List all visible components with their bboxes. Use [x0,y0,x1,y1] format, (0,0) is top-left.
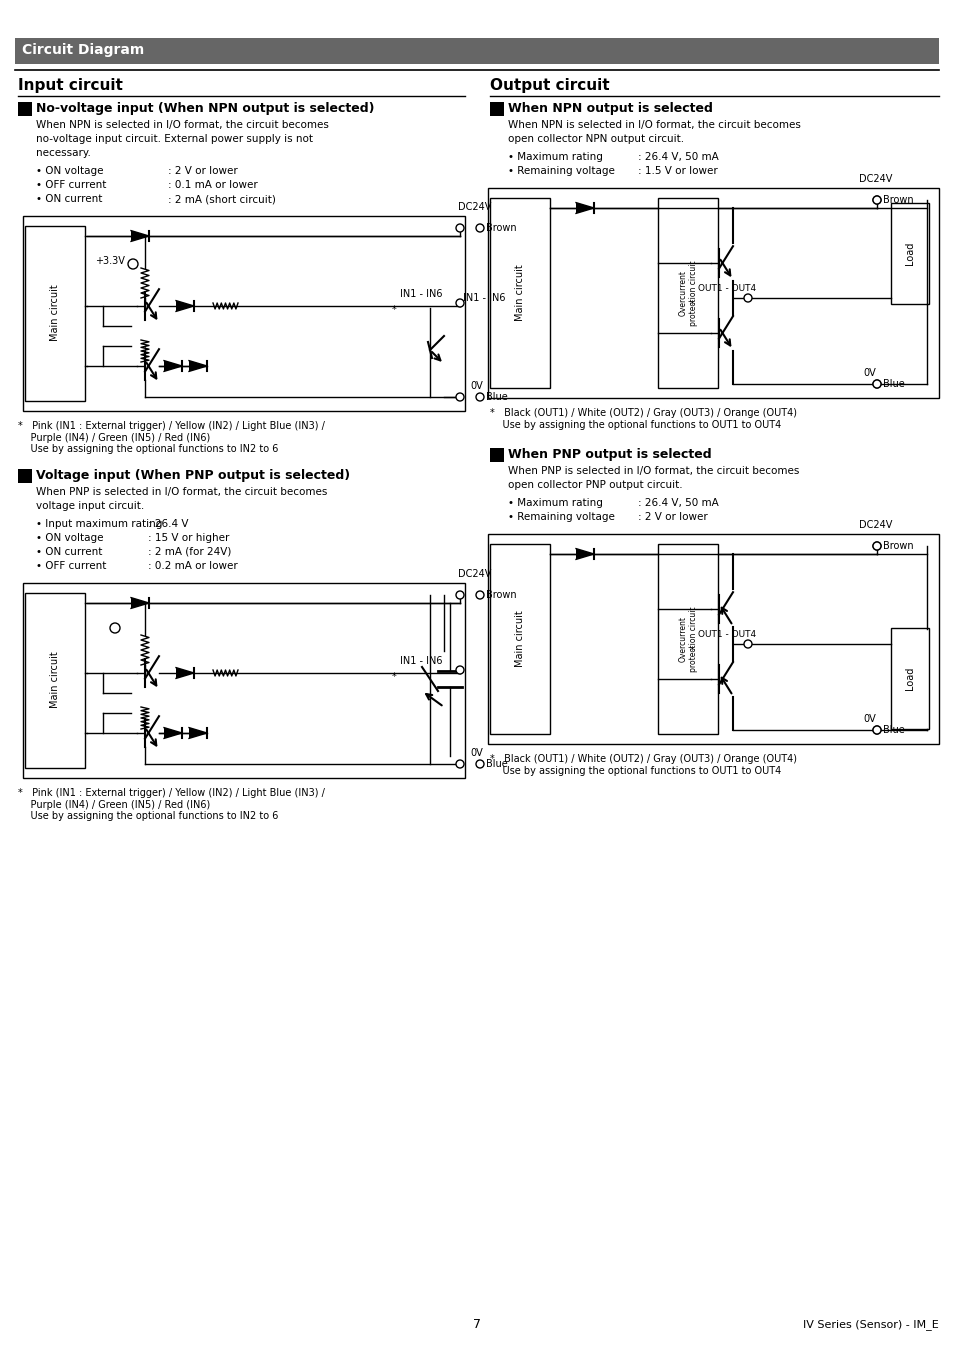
Text: Overcurrent
protection circuit: Overcurrent protection circuit [678,261,697,325]
Text: Brown: Brown [882,541,913,551]
Text: IN1 - IN6: IN1 - IN6 [399,656,442,666]
Text: : 2 mA (short circuit): : 2 mA (short circuit) [168,194,275,204]
Text: • Maximum rating: • Maximum rating [507,498,602,508]
Text: necessary.: necessary. [36,148,91,158]
Text: Main circuit: Main circuit [515,610,524,667]
Bar [23,216,464,410]
Polygon shape [175,668,193,679]
Circle shape [476,393,483,401]
Circle shape [743,640,751,648]
Text: Load: Load [904,242,914,265]
Text: open collector NPN output circuit.: open collector NPN output circuit. [507,134,683,144]
Text: IN1 - IN6: IN1 - IN6 [462,293,505,302]
Circle shape [456,666,463,674]
Text: : 1.5 V or lower: : 1.5 V or lower [638,166,717,176]
Text: When PNP is selected in I/O format, the circuit becomes: When PNP is selected in I/O format, the … [36,487,327,497]
Circle shape [872,726,880,734]
Text: • Maximum rating: • Maximum rating [507,153,602,162]
Circle shape [456,393,463,401]
Text: When NPN output is selected: When NPN output is selected [507,103,712,115]
Text: : 26.4 V, 50 mA: : 26.4 V, 50 mA [638,153,718,162]
Bar [490,544,550,734]
Text: *: * [392,305,396,315]
Text: 0V: 0V [862,714,875,724]
Polygon shape [131,598,149,609]
Text: IN1 - IN6: IN1 - IN6 [399,289,442,298]
Circle shape [872,541,880,549]
Text: Brown: Brown [882,194,913,205]
Polygon shape [189,728,207,738]
Text: DC24V: DC24V [457,568,491,579]
Circle shape [110,622,120,633]
Text: Blue: Blue [882,725,903,734]
Bar [658,198,718,387]
Text: Overcurrent
protection circuit: Overcurrent protection circuit [678,606,697,672]
Bar [488,535,938,744]
Text: DC24V: DC24V [858,520,891,531]
Circle shape [128,259,138,269]
Text: : 26.4 V: : 26.4 V [148,518,189,529]
Bar [25,593,85,768]
Text: *: * [689,300,694,310]
Polygon shape [131,231,149,242]
Circle shape [476,224,483,232]
Text: Main circuit: Main circuit [50,285,60,342]
Text: • ON current: • ON current [36,194,102,204]
Text: 0V: 0V [862,369,875,378]
Text: Output circuit: Output circuit [490,78,609,93]
Text: *: * [392,672,396,682]
Text: Blue: Blue [882,379,903,389]
Circle shape [456,298,463,306]
Text: OUT1 - OUT4: OUT1 - OUT4 [698,630,756,639]
Polygon shape [175,301,193,312]
Text: : 0.2 mA or lower: : 0.2 mA or lower [148,562,237,571]
Circle shape [872,379,880,387]
Polygon shape [576,202,594,213]
Circle shape [456,760,463,768]
Text: 0V: 0V [470,381,482,392]
Circle shape [872,196,880,204]
Text: Load: Load [904,667,914,690]
Text: When NPN is selected in I/O format, the circuit becomes: When NPN is selected in I/O format, the … [36,120,329,130]
Text: : 15 V or higher: : 15 V or higher [148,533,229,543]
Bar [25,225,85,401]
Text: DC24V: DC24V [457,202,491,212]
Text: voltage input circuit.: voltage input circuit. [36,501,144,512]
Text: *   Black (OUT1) / White (OUT2) / Gray (OUT3) / Orange (OUT4)
    Use by assigni: * Black (OUT1) / White (OUT2) / Gray (OU… [490,755,796,776]
Bar [658,544,718,734]
Text: IV Series (Sensor) - IM_E: IV Series (Sensor) - IM_E [802,1319,938,1331]
Text: +3.3V: +3.3V [95,256,125,266]
Text: No-voltage input (When NPN output is selected): No-voltage input (When NPN output is sel… [36,103,375,115]
Text: Blue: Blue [485,392,507,402]
Text: DC24V: DC24V [858,174,891,184]
Circle shape [872,541,880,549]
Circle shape [743,294,751,302]
Text: • Remaining voltage: • Remaining voltage [507,512,615,522]
Text: 0V: 0V [470,748,482,757]
Circle shape [872,196,880,204]
Text: Brown: Brown [485,223,517,234]
Text: Main circuit: Main circuit [50,652,60,709]
Text: *: * [689,647,694,656]
Text: : 26.4 V, 50 mA: : 26.4 V, 50 mA [638,498,718,508]
Text: • Remaining voltage: • Remaining voltage [507,166,615,176]
Text: When NPN is selected in I/O format, the circuit becomes: When NPN is selected in I/O format, the … [507,120,800,130]
Bar [490,448,503,462]
Text: Input circuit: Input circuit [18,78,123,93]
Text: : 0.1 mA or lower: : 0.1 mA or lower [168,180,257,190]
Text: • ON current: • ON current [36,547,102,558]
Circle shape [476,760,483,768]
Text: Voltage input (When PNP output is selected): Voltage input (When PNP output is select… [36,468,350,482]
Text: • ON voltage: • ON voltage [36,533,103,543]
Text: When PNP output is selected: When PNP output is selected [507,448,711,460]
Circle shape [476,591,483,599]
Bar [18,468,32,483]
Circle shape [872,726,880,734]
Text: open collector PNP output circuit.: open collector PNP output circuit. [507,481,682,490]
Bar [490,103,503,116]
Circle shape [872,379,880,387]
Bar [15,38,938,63]
Text: • Input maximum rating: • Input maximum rating [36,518,162,529]
Bar [18,103,32,116]
Bar [890,202,928,304]
